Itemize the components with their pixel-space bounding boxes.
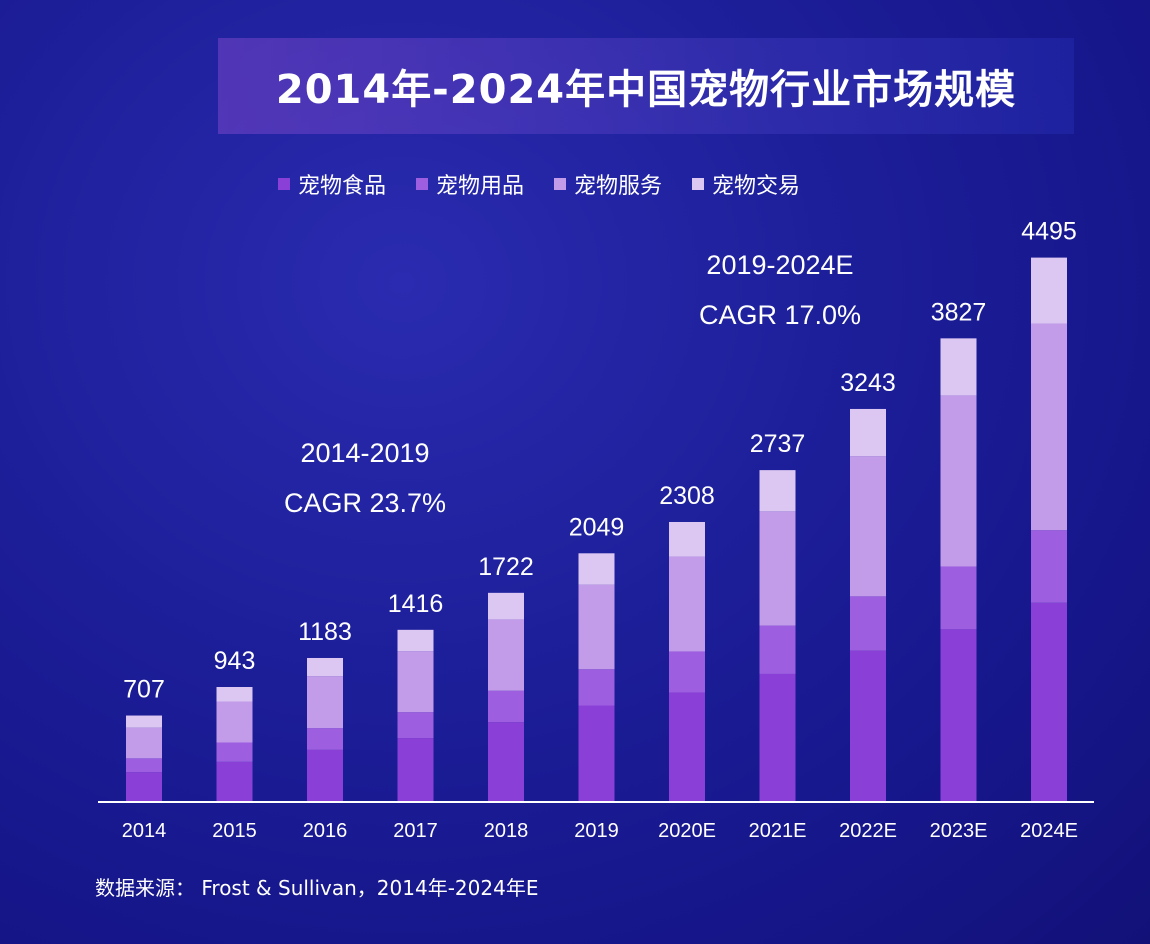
bar-total-label-2020E: 2308 — [659, 482, 715, 510]
x-tick-label-2015: 2015 — [212, 820, 257, 842]
bar-segment-food-2019 — [578, 705, 615, 801]
bar-segment-food-2022E — [850, 650, 886, 801]
bar-segment-services-2020E — [669, 556, 705, 652]
chart-title: 2014年-2024年中国宠物行业市场规模 — [275, 67, 1017, 113]
bar-total-label-2014: 707 — [123, 676, 165, 704]
bar-segment-supplies-2016 — [307, 728, 343, 750]
x-tick-label-2019: 2019 — [574, 820, 619, 842]
bar-segment-food-2014 — [126, 772, 162, 801]
bar-segment-supplies-2015 — [216, 742, 253, 762]
bar-segment-supplies-2017 — [397, 712, 434, 739]
bar-total-label-2018: 1722 — [478, 553, 534, 581]
bar-segment-trade-2024E — [1031, 257, 1067, 324]
bar-segment-trade-2016 — [307, 657, 343, 677]
legend-label-supplies: 宠物用品 — [436, 174, 525, 199]
bar-segment-services-2023E — [940, 395, 977, 567]
bar-segment-trade-2023E — [940, 338, 977, 396]
bar-segment-supplies-2018 — [488, 690, 524, 723]
legend-label-services: 宠物服务 — [574, 174, 663, 199]
bar-total-label-2024E: 4495 — [1021, 218, 1077, 246]
title-banner: 2014年-2024年中国宠物行业市场规模 — [218, 38, 1074, 134]
bar-segment-trade-2018 — [488, 592, 524, 620]
cagr-annotation-2014-2019: 2014-2019 CAGR 23.7% — [265, 428, 465, 528]
bar-segment-food-2020E — [669, 692, 705, 801]
x-tick-label-2024E: 2024E — [1020, 820, 1078, 842]
bar-segment-services-2021E — [759, 511, 796, 626]
legend-label-food: 宠物食品 — [298, 174, 387, 199]
bar-segment-food-2016 — [307, 749, 343, 801]
bar-total-label-2022E: 3243 — [840, 369, 896, 397]
x-tick-label-2017: 2017 — [393, 820, 438, 842]
bar-segment-trade-2019 — [578, 553, 615, 585]
x-tick-label-2021E: 2021E — [749, 820, 807, 842]
bar-segment-trade-2022E — [850, 408, 886, 457]
legend-label-trade: 宠物交易 — [712, 174, 801, 199]
bar-segment-food-2024E — [1031, 602, 1067, 801]
source-note: 数据来源： Frost & Sullivan，2014年-2024年E — [95, 876, 539, 900]
bar-segment-supplies-2019 — [578, 669, 615, 706]
x-tick-label-2020E: 2020E — [658, 820, 716, 842]
cagr2-period: 2019-2024E — [706, 250, 854, 280]
bar-segment-services-2019 — [578, 584, 615, 670]
legend-swatch-services — [554, 178, 567, 190]
x-tick-label-2014: 2014 — [122, 820, 167, 842]
bar-total-label-2015: 943 — [214, 647, 256, 675]
bar-segment-supplies-2021E — [759, 625, 796, 674]
legend-item-trade: 宠物交易 — [692, 168, 800, 200]
bar-segment-food-2021E — [759, 673, 796, 801]
bar-segment-food-2023E — [940, 629, 977, 801]
legend: 宠物食品 宠物用品 宠物服务 宠物交易 — [278, 168, 800, 200]
bar-total-label-2017: 1416 — [388, 590, 444, 618]
bar-segment-services-2016 — [307, 676, 343, 729]
bar-segment-trade-2020E — [669, 521, 705, 557]
bar-segment-supplies-2024E — [1031, 530, 1067, 603]
bar-total-label-2023E: 3827 — [931, 298, 987, 326]
bar-segment-trade-2015 — [216, 687, 253, 702]
legend-item-food: 宠物食品 — [278, 168, 386, 200]
cagr1-rate: CAGR 23.7% — [283, 488, 447, 518]
bar-segment-services-2022E — [850, 456, 886, 597]
legend-swatch-food — [278, 178, 290, 190]
x-tick-label-2023E: 2023E — [930, 820, 988, 842]
legend-swatch-trade — [692, 178, 705, 190]
bar-segment-food-2018 — [488, 722, 524, 801]
bar-total-label-2019: 2049 — [569, 513, 625, 541]
bar-segment-services-2018 — [488, 619, 524, 691]
cagr-annotation-2019-2024: 2019-2024E CAGR 17.0% — [680, 240, 880, 340]
x-tick-label-2018: 2018 — [484, 820, 529, 842]
bar-segment-services-2024E — [1031, 323, 1067, 531]
legend-item-supplies: 宠物用品 — [416, 168, 524, 200]
bar-segment-supplies-2014 — [126, 758, 162, 773]
bar-segment-trade-2017 — [397, 629, 434, 652]
bar-segment-services-2014 — [126, 727, 162, 759]
bar-segment-trade-2014 — [126, 715, 162, 728]
bar-segment-supplies-2023E — [940, 566, 977, 630]
x-tick-label-2022E: 2022E — [839, 820, 897, 842]
bar-segment-services-2017 — [397, 651, 434, 713]
bar-segment-food-2017 — [397, 738, 434, 801]
bar-segment-trade-2021E — [759, 470, 796, 512]
bar-segment-supplies-2022E — [850, 596, 886, 651]
cagr1-period: 2014-2019 — [300, 438, 430, 468]
x-tick-label-2016: 2016 — [303, 820, 348, 842]
legend-item-services: 宠物服务 — [554, 168, 662, 200]
bar-segment-services-2015 — [216, 701, 253, 743]
cagr2-rate: CAGR 17.0% — [698, 300, 862, 330]
bar-total-label-2021E: 2737 — [750, 430, 806, 458]
bar-segment-supplies-2020E — [669, 651, 705, 693]
legend-swatch-supplies — [416, 178, 429, 190]
bar-segment-food-2015 — [216, 761, 253, 801]
bar-total-label-2016: 1183 — [298, 618, 352, 646]
